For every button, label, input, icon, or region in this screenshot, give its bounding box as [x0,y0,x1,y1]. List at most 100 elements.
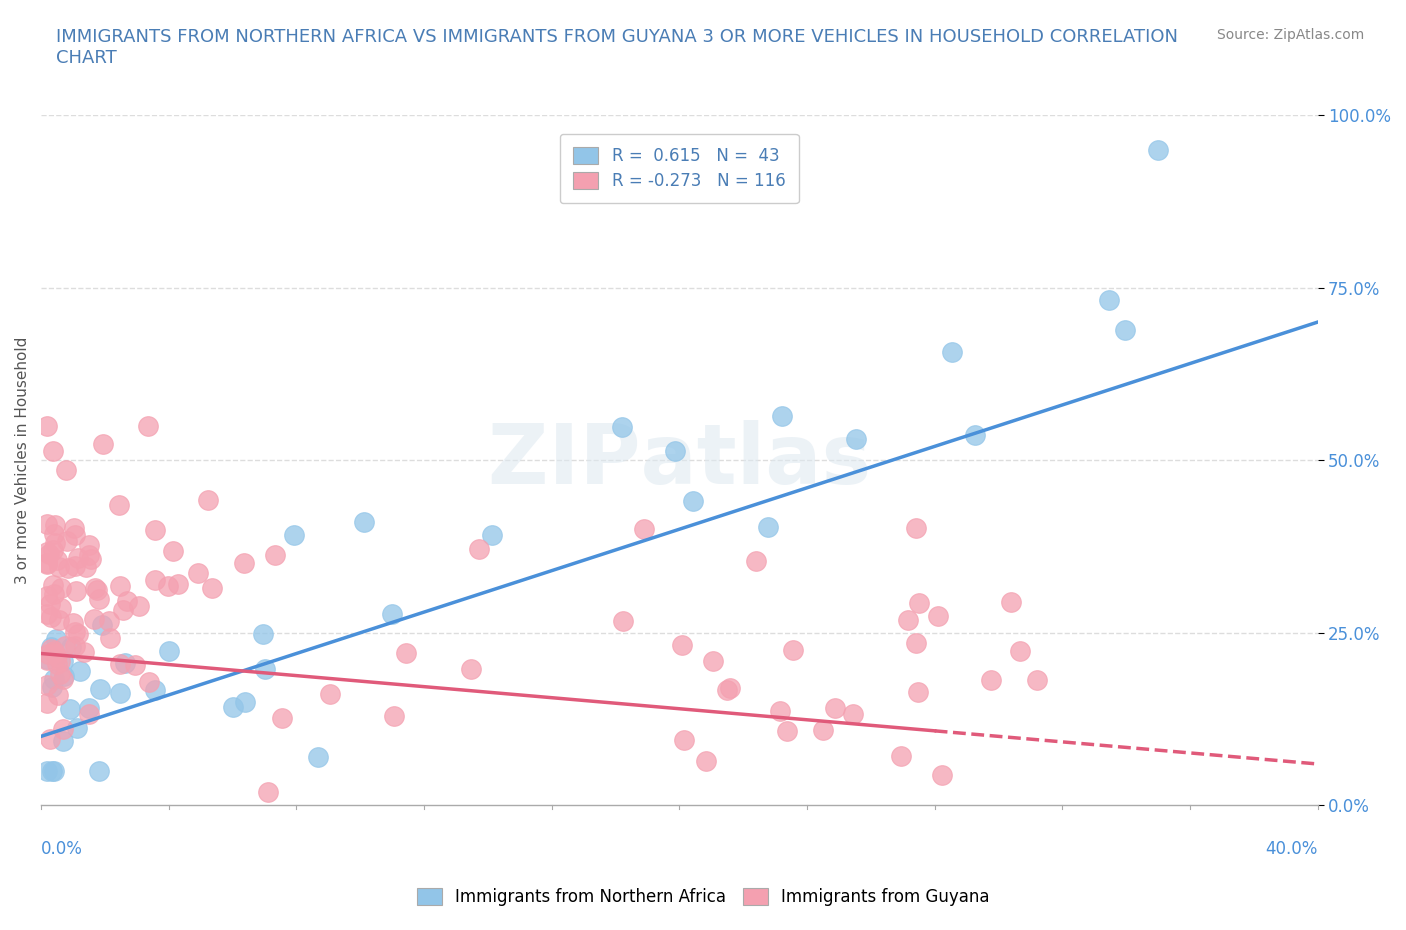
Point [307,750,329,764]
Point [45,631,67,646]
Point [89,591,111,606]
Point [46,648,69,663]
Point [811,723,834,737]
Point [52,734,75,749]
Point [702,653,724,668]
Point [108,657,131,671]
Point [824,701,846,716]
Point [252,627,274,642]
Point [37,696,59,711]
Point [66,627,89,642]
Point [37,646,59,661]
Point [927,609,949,624]
Point [468,541,491,556]
Point [37,544,59,559]
Point [382,709,405,724]
Point [776,724,799,738]
Point [52,671,75,686]
Point [37,516,59,531]
Point [318,686,340,701]
Point [143,683,166,698]
Point [37,764,59,778]
Point [89,764,111,778]
Point [93,436,115,451]
Point [610,419,633,434]
Point [673,733,696,748]
Point [233,556,256,571]
Point [633,521,655,536]
Text: 0.0%: 0.0% [41,840,83,857]
Legend: R =  0.615   N =  43, R = -0.273   N = 116: R = 0.615 N = 43, R = -0.273 N = 116 [560,134,799,204]
Point [41,680,63,695]
Point [381,607,404,622]
Point [53,639,76,654]
Point [62,616,84,631]
Point [48,667,70,682]
Point [38,547,60,562]
Text: Source: ZipAtlas.com: Source: ZipAtlas.com [1216,28,1364,42]
Point [89,682,111,697]
Point [63,527,86,542]
Point [256,784,278,799]
Point [353,514,375,529]
Point [117,594,139,609]
Point [46,687,69,702]
Point [66,720,89,735]
Point [39,641,62,656]
Point [37,652,59,667]
Point [905,636,928,651]
Point [718,681,741,696]
Point [42,764,65,778]
Point [114,656,136,671]
Point [53,669,76,684]
Point [67,551,90,565]
Point [460,661,482,676]
Point [908,595,931,610]
Point [159,644,181,658]
Point [253,661,276,676]
Point [162,543,184,558]
Point [841,706,863,721]
Point [65,639,87,654]
Point [128,598,150,613]
Point [782,642,804,657]
Point [77,538,100,552]
Point [80,551,103,566]
Point [745,553,768,568]
Point [37,589,59,604]
Point [143,572,166,587]
Point [56,534,79,549]
Point [49,601,72,616]
Point [60,639,83,654]
Point [42,671,65,686]
Point [39,732,62,747]
Text: IMMIGRANTS FROM NORTHERN AFRICA VS IMMIGRANTS FROM GUYANA 3 OR MORE VEHICLES IN : IMMIGRANTS FROM NORTHERN AFRICA VS IMMIG… [56,28,1178,67]
Point [77,707,100,722]
Point [98,631,121,645]
Point [41,764,63,778]
Point [42,586,65,601]
Point [270,711,292,725]
Point [963,427,986,442]
Point [1114,323,1136,338]
Point [42,542,65,557]
Point [201,581,224,596]
Point [48,559,70,574]
Point [46,657,69,671]
Point [907,684,929,699]
Point [1000,594,1022,609]
Point [86,583,108,598]
Point [63,521,86,536]
Point [481,528,503,543]
Point [769,704,792,719]
Point [75,559,97,574]
Point [52,654,75,669]
Point [37,418,59,433]
Point [890,748,912,763]
Point [264,548,287,563]
Point [39,610,62,625]
Point [42,644,65,658]
Point [52,722,75,737]
Point [897,613,920,628]
Point [37,556,59,571]
